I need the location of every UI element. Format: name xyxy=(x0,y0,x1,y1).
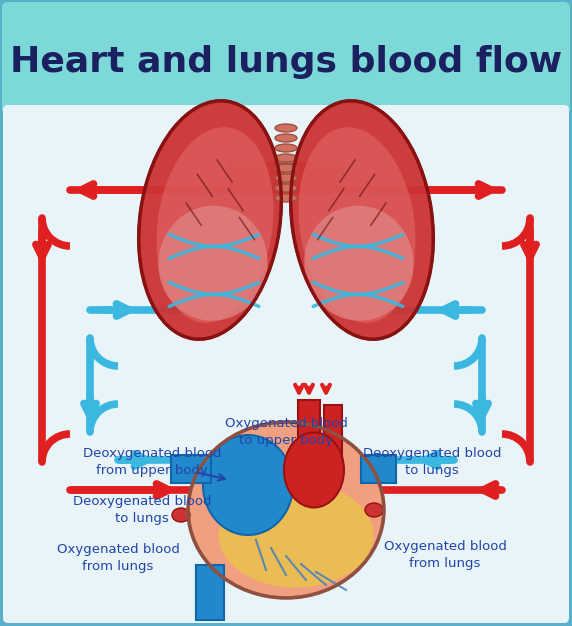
Ellipse shape xyxy=(158,206,268,321)
Ellipse shape xyxy=(275,134,297,142)
Ellipse shape xyxy=(299,127,415,323)
Text: Oxygenated blood
to upper body: Oxygenated blood to upper body xyxy=(225,417,347,447)
Text: Oxygenated blood
from lungs: Oxygenated blood from lungs xyxy=(57,543,180,573)
Ellipse shape xyxy=(284,433,344,508)
Ellipse shape xyxy=(275,194,297,202)
Text: Oxygenated blood
from lungs: Oxygenated blood from lungs xyxy=(384,540,506,570)
Ellipse shape xyxy=(275,164,297,172)
Bar xyxy=(298,400,320,470)
Ellipse shape xyxy=(138,101,281,339)
Text: Deoxygenated blood
from upper body: Deoxygenated blood from upper body xyxy=(83,447,221,477)
Bar xyxy=(171,455,211,483)
Bar xyxy=(361,455,396,483)
Bar xyxy=(196,565,224,620)
FancyBboxPatch shape xyxy=(229,163,289,187)
Ellipse shape xyxy=(219,483,374,587)
Bar xyxy=(324,405,342,470)
Ellipse shape xyxy=(365,503,383,517)
FancyBboxPatch shape xyxy=(283,163,343,187)
Ellipse shape xyxy=(203,435,293,535)
Ellipse shape xyxy=(275,184,297,192)
Text: Deoxygenated blood
to lungs: Deoxygenated blood to lungs xyxy=(363,447,501,477)
Text: Deoxygenated blood
to lungs: Deoxygenated blood to lungs xyxy=(73,495,211,525)
Ellipse shape xyxy=(275,154,297,162)
Ellipse shape xyxy=(291,101,434,339)
Ellipse shape xyxy=(172,508,190,522)
Ellipse shape xyxy=(157,127,273,323)
Ellipse shape xyxy=(304,206,414,321)
Ellipse shape xyxy=(275,174,297,182)
FancyBboxPatch shape xyxy=(2,2,570,114)
Ellipse shape xyxy=(275,144,297,152)
Ellipse shape xyxy=(189,423,383,597)
Ellipse shape xyxy=(275,124,297,132)
Text: Heart and lungs blood flow: Heart and lungs blood flow xyxy=(10,45,562,79)
FancyBboxPatch shape xyxy=(3,105,569,623)
